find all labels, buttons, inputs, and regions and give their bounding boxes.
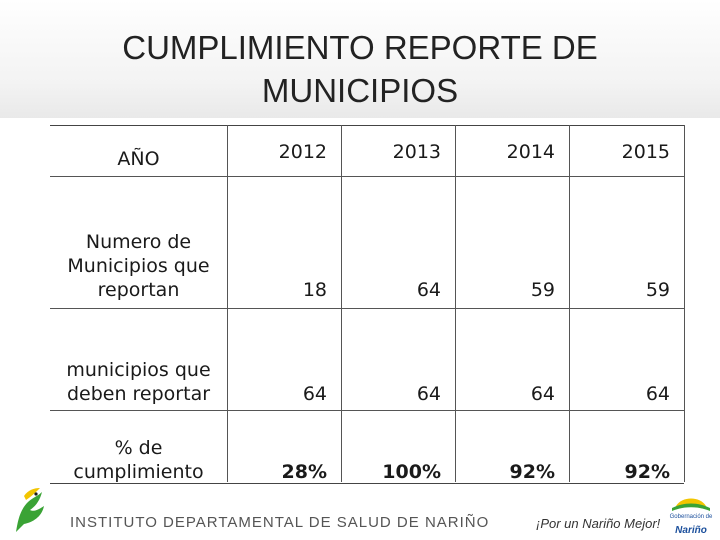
slogan: ¡Por un Nariño Mejor! <box>536 516 661 531</box>
table-cell: 59 <box>645 279 670 301</box>
table-divider <box>684 125 685 482</box>
table-cell: 64 <box>530 383 555 405</box>
row-label-deben-reportar: municipios que deben reportar <box>66 359 211 405</box>
table-cell: 92% <box>624 461 670 483</box>
table-divider <box>50 308 684 309</box>
table-cell: 92% <box>509 461 555 483</box>
logo-name: Nariño <box>675 525 707 536</box>
header-year-2012: 2012 <box>278 140 327 163</box>
table-divider <box>227 125 228 482</box>
table-divider <box>455 125 456 482</box>
bird-logo-icon <box>16 488 44 532</box>
row-label-cumplimiento: % de cumplimiento <box>73 437 204 483</box>
table-cell: 64 <box>645 383 670 405</box>
header-year-2015: 2015 <box>621 140 670 163</box>
data-table <box>50 125 684 484</box>
table-cell: 59 <box>530 279 555 301</box>
table-cell: 64 <box>416 383 441 405</box>
table-cell: 64 <box>302 383 327 405</box>
logo-caption: Gobernación de <box>669 514 713 520</box>
title-band <box>0 0 720 118</box>
row-label-reportan: Numero de Municipios que reportan <box>67 231 210 301</box>
header-year-2014: 2014 <box>506 140 555 163</box>
table-cell: 64 <box>416 279 441 301</box>
table-divider <box>50 410 684 411</box>
table-cell: 18 <box>302 279 327 301</box>
table-divider <box>569 125 570 482</box>
table-divider <box>341 125 342 482</box>
table-cell: 28% <box>281 461 327 483</box>
slide-title: CUMPLIMIENTO REPORTE DE MUNICIPIOS <box>122 29 598 109</box>
header-year-2013: 2013 <box>392 140 441 163</box>
institution-name: INSTITUTO DEPARTAMENTAL DE SALUD DE NARI… <box>70 514 490 531</box>
header-year-label: AÑO <box>117 148 160 170</box>
table-cell: 100% <box>382 461 441 483</box>
table-divider <box>50 176 684 177</box>
gobernacion-logo-icon <box>672 498 710 511</box>
